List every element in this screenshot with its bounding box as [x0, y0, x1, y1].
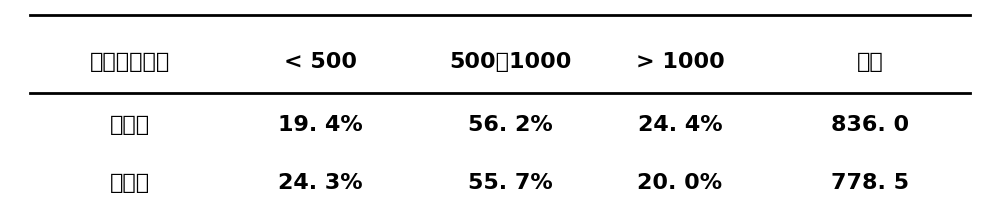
- Text: 836. 0: 836. 0: [831, 115, 909, 135]
- Text: 24. 3%: 24. 3%: [278, 173, 362, 193]
- Text: 56. 2%: 56. 2%: [468, 115, 552, 135]
- Text: 20. 0%: 20. 0%: [637, 173, 723, 193]
- Text: 500～1000: 500～1000: [449, 52, 571, 72]
- Text: 778. 5: 778. 5: [831, 173, 909, 193]
- Text: 相对分子质量: 相对分子质量: [90, 52, 170, 72]
- Text: 处理后: 处理后: [110, 173, 150, 193]
- Text: 55. 7%: 55. 7%: [468, 173, 552, 193]
- Text: > 1000: > 1000: [636, 52, 724, 72]
- Text: 24. 4%: 24. 4%: [638, 115, 722, 135]
- Text: 19. 4%: 19. 4%: [278, 115, 362, 135]
- Text: 处理前: 处理前: [110, 115, 150, 135]
- Text: < 500: < 500: [284, 52, 356, 72]
- Text: 平均: 平均: [857, 52, 883, 72]
